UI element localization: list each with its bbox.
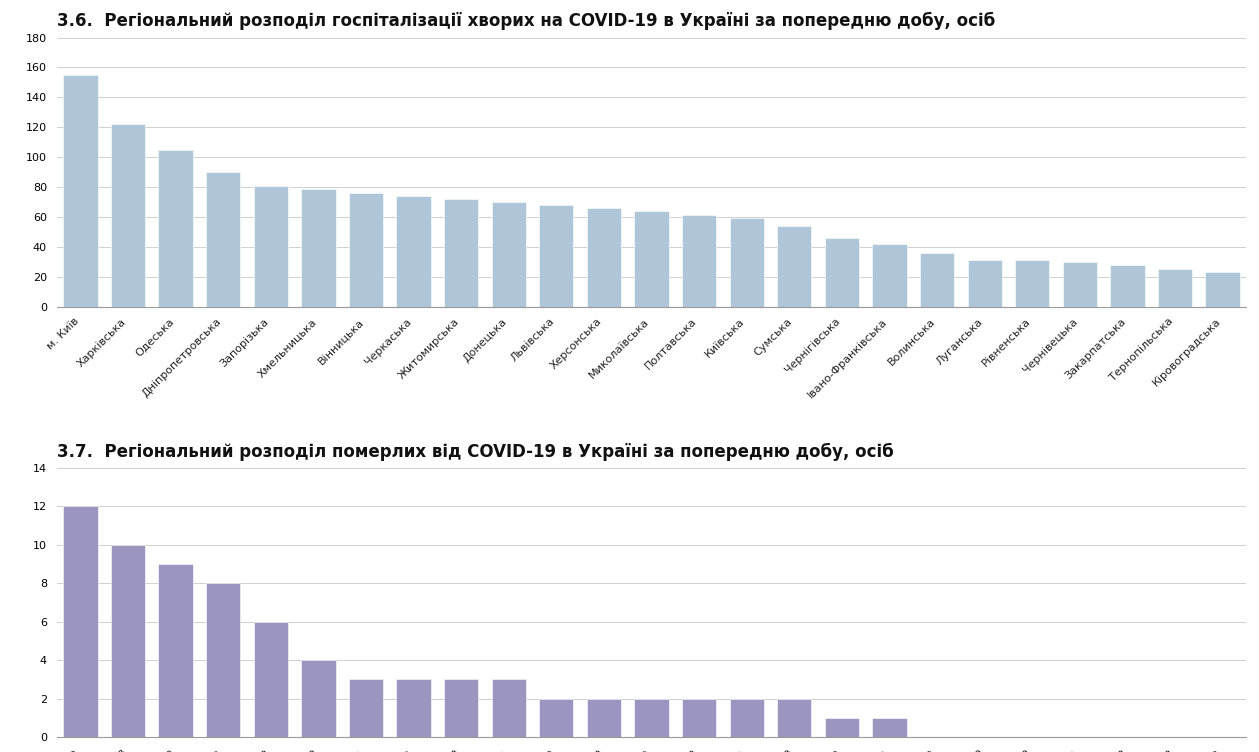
Bar bbox=[587, 208, 621, 307]
Bar bbox=[1158, 269, 1192, 307]
Bar bbox=[682, 215, 716, 307]
Bar bbox=[63, 506, 98, 737]
Bar bbox=[1205, 272, 1240, 307]
Bar bbox=[777, 226, 812, 307]
Bar bbox=[825, 717, 859, 737]
Bar bbox=[491, 202, 526, 307]
Bar bbox=[539, 699, 574, 737]
Bar bbox=[682, 699, 716, 737]
Bar bbox=[1063, 262, 1097, 307]
Bar bbox=[444, 199, 478, 307]
Bar bbox=[635, 699, 669, 737]
Bar bbox=[967, 260, 1002, 307]
Bar bbox=[491, 679, 526, 737]
Bar bbox=[349, 193, 383, 307]
Bar bbox=[206, 172, 240, 307]
Bar bbox=[920, 253, 954, 307]
Bar bbox=[729, 218, 764, 307]
Bar bbox=[206, 584, 240, 737]
Bar bbox=[825, 238, 859, 307]
Bar bbox=[444, 679, 478, 737]
Bar bbox=[635, 211, 669, 307]
Bar bbox=[587, 699, 621, 737]
Bar bbox=[1015, 260, 1050, 307]
Bar bbox=[349, 679, 383, 737]
Bar bbox=[253, 186, 288, 307]
Bar bbox=[159, 564, 193, 737]
Bar bbox=[729, 699, 764, 737]
Bar bbox=[301, 660, 336, 737]
Bar bbox=[539, 205, 574, 307]
Bar bbox=[872, 244, 906, 307]
Bar bbox=[253, 622, 288, 737]
Bar bbox=[111, 124, 145, 307]
Bar bbox=[777, 699, 812, 737]
Text: 3.7.  Регіональний розподіл померлих від COVID-19 в Україні за попередню добу, о: 3.7. Регіональний розподіл померлих від … bbox=[57, 443, 894, 461]
Bar bbox=[397, 679, 431, 737]
Bar bbox=[301, 189, 336, 307]
Bar bbox=[1110, 265, 1144, 307]
Bar bbox=[159, 150, 193, 307]
Bar bbox=[63, 75, 98, 307]
Bar bbox=[872, 717, 906, 737]
Text: 3.6.  Регіональний розподіл госпіталізації хворих на COVID-19 в Україні за попер: 3.6. Регіональний розподіл госпіталізаці… bbox=[57, 12, 995, 31]
Bar bbox=[111, 545, 145, 737]
Bar bbox=[397, 196, 431, 307]
